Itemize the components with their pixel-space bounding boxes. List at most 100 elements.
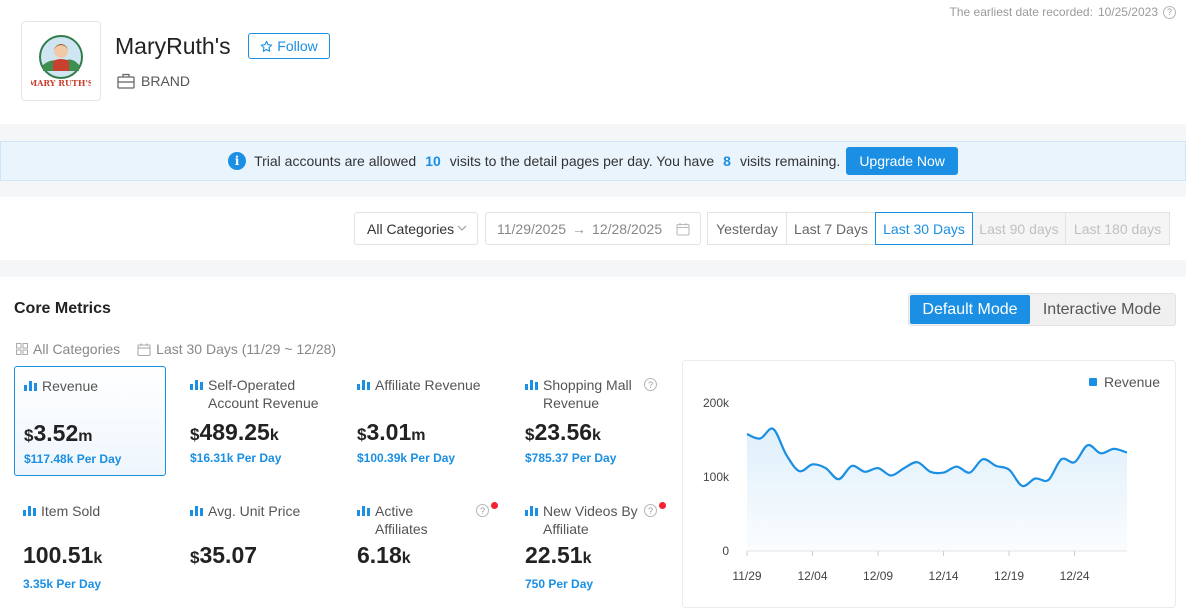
grid-icon	[16, 343, 28, 355]
banner-text-2: visits to the detail pages per day. You …	[449, 153, 715, 169]
x-tick-label: 12/19	[994, 569, 1024, 583]
bar-chart-icon	[525, 380, 538, 390]
metric-per-day: 750 Per Day	[525, 577, 594, 591]
metric-unit: k	[93, 550, 103, 567]
filter-bar: All Categories 11/29/2025 → 12/28/2025 Y…	[0, 197, 1186, 260]
metric-number: 100.51	[23, 542, 94, 568]
date-start[interactable]: 11/29/2025	[497, 220, 567, 237]
date-range-picker[interactable]: 11/29/2025 → 12/28/2025	[485, 212, 701, 245]
metric-label: New Videos By Affiliate	[525, 502, 643, 538]
metric-label: Revenue	[24, 377, 156, 395]
metrics-category: All Categories	[16, 341, 120, 357]
metric-value: $489.25k	[190, 419, 279, 446]
default-mode-button[interactable]: Default Mode	[910, 295, 1030, 324]
metric-card-item-sold[interactable]: Item Sold 100.51k 3.35k Per Day	[14, 492, 166, 602]
help-icon[interactable]: ?	[1163, 5, 1176, 19]
revenue-point	[955, 465, 959, 469]
revenue-point	[1112, 447, 1116, 451]
metric-number: 489.25	[199, 419, 270, 445]
metric-label: Item Sold	[23, 502, 157, 520]
category-select-value: All Categories	[367, 220, 455, 237]
trial-banner: i Trial accounts are allowed 10 visits t…	[0, 141, 1186, 181]
metric-card-revenue[interactable]: Revenue $3.52m $117.48k Per Day	[14, 366, 166, 476]
range-last-7-days-button[interactable]: Last 7 Days	[786, 212, 876, 245]
metric-currency: $	[357, 425, 367, 444]
metric-card-self-operated-revenue[interactable]: Self-Operated Account Revenue $489.25k $…	[181, 366, 333, 476]
briefcase-icon	[117, 73, 135, 89]
revenue-point	[981, 457, 985, 461]
banner-text-3: visits remaining.	[739, 153, 841, 169]
metric-currency: $	[24, 426, 34, 445]
metric-card-active-affiliates[interactable]: Active Affiliates ? 6.18k	[348, 492, 500, 602]
x-tick-label: 12/09	[863, 569, 893, 583]
revenue-point	[994, 464, 998, 468]
follow-label: Follow	[277, 38, 318, 54]
metric-card-avg-unit-price[interactable]: Avg. Unit Price $35.07	[181, 492, 333, 602]
revenue-area	[747, 428, 1127, 551]
metric-unit: k	[582, 550, 592, 567]
range-yesterday-button[interactable]: Yesterday	[707, 212, 787, 245]
bar-chart-icon	[190, 380, 203, 390]
chevron-down-icon	[457, 225, 467, 231]
bar-chart-icon	[24, 381, 37, 391]
core-metrics-panel: Core Metrics Default Mode Interactive Mo…	[0, 277, 1186, 610]
help-icon[interactable]: ?	[644, 504, 657, 517]
calendar-icon	[137, 343, 151, 356]
metrics-category-label: All Categories	[33, 341, 121, 357]
calendar-icon	[676, 223, 690, 236]
upgrade-now-button[interactable]: Upgrade Now	[846, 147, 958, 175]
revenue-point	[889, 474, 893, 478]
metric-card-affiliate-revenue[interactable]: Affiliate Revenue $3.01m $100.39k Per Da…	[348, 366, 500, 476]
revenue-point	[1073, 460, 1077, 464]
y-tick-label: 100k	[703, 470, 730, 484]
metric-unit: m	[411, 427, 426, 444]
metric-number: 35.07	[199, 542, 258, 568]
follow-button[interactable]: Follow	[248, 33, 330, 59]
earliest-date-label: The earliest date recorded:	[949, 5, 1093, 19]
revenue-point	[902, 466, 906, 470]
allowed-visits-count: 10	[425, 153, 441, 169]
x-tick-label: 12/24	[1060, 569, 1090, 583]
help-icon[interactable]: ?	[476, 504, 489, 517]
metric-card-shopping-mall-revenue[interactable]: Shopping Mall Revenue ? $23.56k $785.37 …	[516, 366, 668, 476]
range-last-30-days-button[interactable]: Last 30 Days	[875, 212, 973, 245]
metric-label: Self-Operated Account Revenue	[190, 376, 324, 412]
metric-label: Affiliate Revenue	[357, 376, 491, 394]
metric-unit: k	[401, 550, 411, 567]
alert-dot	[659, 502, 666, 509]
metric-label-text: New Videos By Affiliate	[543, 503, 638, 537]
chart-legend[interactable]: Revenue	[1088, 374, 1160, 390]
revenue-point	[942, 471, 946, 475]
metric-label: Active Affiliates	[357, 502, 457, 538]
date-end[interactable]: 12/28/2025	[592, 220, 663, 237]
brand-logo-wordmark: MARY RUTH'S	[31, 78, 91, 88]
revenue-point	[745, 432, 749, 436]
revenue-point	[797, 469, 801, 473]
metric-currency: $	[190, 548, 200, 567]
revenue-point	[824, 466, 828, 470]
category-select[interactable]: All Categories	[354, 212, 478, 245]
metric-unit: k	[592, 427, 601, 444]
x-tick-label: 11/29	[732, 569, 761, 583]
x-tick-label: 12/04	[798, 569, 828, 583]
brand-name: MaryRuth's	[115, 33, 231, 59]
remaining-visits-count: 8	[723, 153, 731, 169]
info-icon: i	[228, 152, 247, 170]
brand-logo: MARY RUTH'S	[21, 21, 101, 101]
metric-value: $3.01m	[357, 419, 425, 446]
metric-value: $3.52m	[24, 420, 92, 447]
metric-label-text: Affiliate Revenue	[375, 377, 481, 393]
metric-card-new-videos-by-affiliate[interactable]: New Videos By Affiliate ? 22.51k 750 Per…	[516, 492, 668, 602]
earliest-date-note: The earliest date recorded: 10/25/2023 ?	[950, 5, 1176, 19]
interactive-mode-button[interactable]: Interactive Mode	[1042, 300, 1162, 318]
metric-number: 6.18	[357, 542, 402, 568]
help-icon[interactable]: ?	[644, 378, 657, 391]
metric-value: $35.07	[190, 542, 257, 569]
alert-dot	[491, 502, 498, 509]
metric-label-text: Active Affiliates	[375, 503, 428, 537]
metric-currency: $	[525, 425, 535, 444]
metrics-context: All Categories Last 30 Days (11/29 ~ 12/…	[16, 341, 336, 357]
revenue-chart[interactable]: 0 100k 200k 11/29 12/04 12/09 12/14 12/19 12/24 …	[682, 360, 1176, 608]
legend-swatch	[1088, 378, 1097, 386]
metric-value: 6.18k	[357, 542, 411, 569]
